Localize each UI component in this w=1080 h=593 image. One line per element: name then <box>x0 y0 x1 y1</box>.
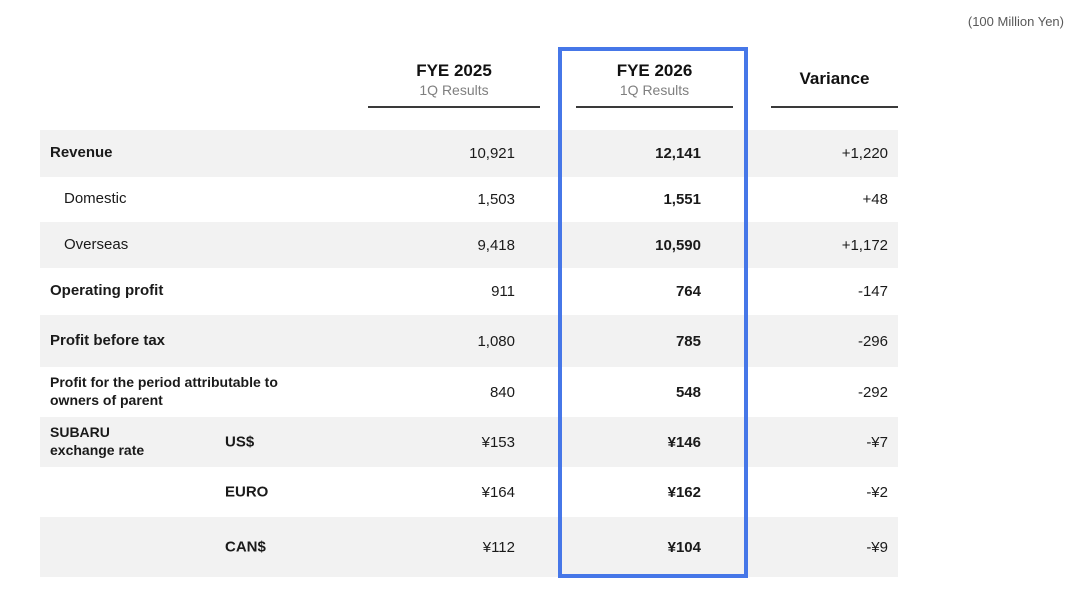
row-label: Domestic <box>64 190 127 208</box>
row-label-cell: Overseas <box>40 236 360 255</box>
table-row-overseas: Overseas 9,418 10,590 +1,172 <box>40 222 898 268</box>
column-title: FYE 2026 <box>616 60 693 80</box>
value-fye2026: ¥104 <box>667 538 701 556</box>
unit-note: (100 Million Yen) <box>967 14 1064 29</box>
table-row-exchange-rate-cad: CAN$ ¥112 ¥104 -¥9 <box>40 517 898 577</box>
value-variance: +1,220 <box>841 145 888 162</box>
value-variance: -147 <box>857 283 888 300</box>
value-fye2025: 9,418 <box>477 236 515 254</box>
value-variance: -296 <box>857 332 888 350</box>
header-spacer-cell <box>40 40 360 108</box>
value-variance: -¥2 <box>866 483 888 501</box>
value-fye2026: 10,590 <box>655 236 701 254</box>
row-label-cell: Profit before tax <box>40 332 360 351</box>
row-label: Profit for the period attributable to ow… <box>50 374 278 408</box>
value-fye2026: 12,141 <box>655 145 701 162</box>
table-row-exchange-rate-usd: SUBARU exchange rate US$ ¥153 ¥146 -¥7 <box>40 417 898 467</box>
value-fye2026: ¥146 <box>667 433 701 451</box>
column-header-fye2025: FYE 2025 1Q Results <box>360 40 548 108</box>
value-fye2026: ¥162 <box>667 483 701 501</box>
currency-label: EURO <box>225 483 269 501</box>
row-label: Revenue <box>50 144 113 162</box>
column-title: FYE 2025 <box>416 60 492 80</box>
table-row-domestic: Domestic 1,503 1,551 +48 <box>40 177 898 222</box>
value-variance: +1,172 <box>841 236 888 254</box>
table-row-operating-profit: Operating profit 911 764 -147 <box>40 268 898 315</box>
row-label-cell: Domestic <box>40 190 360 209</box>
row-label-cell: Revenue <box>40 144 360 163</box>
row-label-cell: CAN$ <box>40 538 360 556</box>
value-fye2026: 548 <box>675 383 701 401</box>
value-fye2025: 1,503 <box>477 191 515 208</box>
value-variance: -¥9 <box>866 538 888 556</box>
value-fye2025: 911 <box>491 283 515 300</box>
financial-results-table: FYE 2025 1Q Results FYE 2026 1Q Results … <box>40 40 898 578</box>
value-variance: +48 <box>862 191 888 208</box>
value-fye2026: 764 <box>675 283 701 300</box>
value-fye2025: ¥153 <box>481 433 515 451</box>
currency-label: CAN$ <box>225 538 266 556</box>
column-header-variance: Variance <box>745 40 898 108</box>
column-subtitle: 1Q Results <box>419 81 489 98</box>
row-label: Profit before tax <box>50 331 166 349</box>
row-label-cell: SUBARU exchange rate US$ <box>40 424 360 460</box>
column-subtitle: 1Q Results <box>619 81 690 98</box>
column-title: Variance <box>799 68 870 88</box>
row-label: SUBARU exchange rate <box>50 424 145 458</box>
value-fye2025: 1,080 <box>477 332 515 350</box>
currency-label: US$ <box>225 433 255 451</box>
value-fye2025: 840 <box>489 383 515 401</box>
value-fye2025: ¥112 <box>482 538 515 556</box>
table-row-revenue: Revenue 10,921 12,141 +1,220 <box>40 130 898 177</box>
value-fye2026: 1,551 <box>663 191 701 208</box>
value-fye2025: ¥164 <box>481 483 515 501</box>
value-fye2026: 785 <box>675 332 701 350</box>
header-gap <box>40 108 898 130</box>
row-label-cell: EURO <box>40 483 360 501</box>
row-label: Operating profit <box>50 282 164 300</box>
value-fye2025: 10,921 <box>469 145 515 162</box>
row-label: Overseas <box>64 235 129 253</box>
column-header-fye2026: FYE 2026 1Q Results <box>548 40 745 108</box>
value-variance: -292 <box>857 383 888 401</box>
table-row-exchange-rate-euro: EURO ¥164 ¥162 -¥2 <box>40 467 898 517</box>
table-row-profit-for-period: Profit for the period attributable to ow… <box>40 367 898 417</box>
row-label-cell: Profit for the period attributable to ow… <box>40 374 360 410</box>
value-variance: -¥7 <box>866 433 888 451</box>
row-label-cell: Operating profit <box>40 282 360 301</box>
table-row-profit-before-tax: Profit before tax 1,080 785 -296 <box>40 315 898 367</box>
table-header-row: FYE 2025 1Q Results FYE 2026 1Q Results … <box>40 40 898 108</box>
